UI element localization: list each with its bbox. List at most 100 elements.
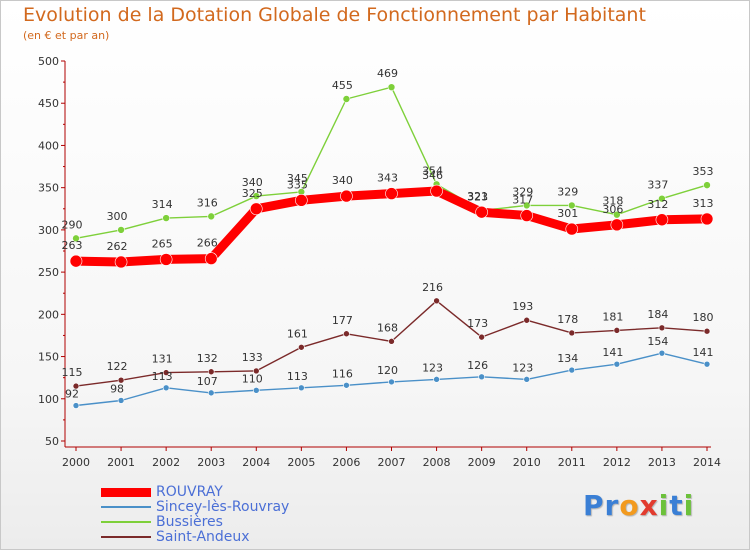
data-point-saint-andeux <box>72 382 80 390</box>
data-point-bussi-res <box>703 181 711 189</box>
data-label-rouvray: 343 <box>377 172 398 185</box>
data-point-rouvray <box>475 205 488 219</box>
data-point-saint-andeux <box>388 338 395 345</box>
data-label-bussi-res: 337 <box>647 179 668 192</box>
data-label-bussi-res: 314 <box>152 198 173 211</box>
x-tick-label: 2003 <box>197 456 225 469</box>
data-point-saint-andeux <box>433 297 440 305</box>
data-label-sincey-l-s-rouvray: 107 <box>197 375 218 388</box>
data-point-bussi-res <box>252 192 261 200</box>
data-point-sincey-l-s-rouvray <box>568 366 576 374</box>
data-label-rouvray: 312 <box>647 198 668 211</box>
data-label-bussi-res: 323 <box>467 190 488 203</box>
y-tick-label: 250 <box>38 266 59 279</box>
data-point-saint-andeux <box>298 343 305 351</box>
logo-letter: i <box>658 489 670 522</box>
data-label-saint-andeux: 132 <box>197 352 218 365</box>
data-point-bussi-res <box>522 201 531 210</box>
data-label-rouvray: 321 <box>467 190 488 203</box>
data-point-sincey-l-s-rouvray <box>207 389 215 397</box>
data-point-saint-andeux <box>613 327 621 334</box>
chart-title: Evolution de la Dotation Globale de Fonc… <box>23 4 646 26</box>
legend-label-saint-andeux: Saint-Andeux <box>156 529 250 545</box>
data-point-rouvray <box>204 252 218 265</box>
data-label-bussi-res: 455 <box>332 79 353 92</box>
data-point-saint-andeux <box>478 333 485 341</box>
y-tick-label: 150 <box>38 351 59 364</box>
data-label-rouvray: 301 <box>557 207 578 220</box>
data-point-sincey-l-s-rouvray <box>613 360 621 368</box>
data-label-saint-andeux: 131 <box>152 353 173 366</box>
logo-letter: t <box>669 489 684 522</box>
logo-letter: r <box>604 489 620 522</box>
data-label-sincey-l-s-rouvray: 154 <box>647 335 668 348</box>
data-point-sincey-l-s-rouvray <box>162 384 170 392</box>
data-label-bussi-res: 345 <box>287 172 308 185</box>
legend-label-rouvray: ROUVRAY <box>156 484 223 500</box>
logo-letter: P <box>583 489 605 522</box>
y-tick-label: 500 <box>38 55 59 68</box>
data-label-sincey-l-s-rouvray: 92 <box>65 388 79 401</box>
data-label-saint-andeux: 115 <box>62 366 83 379</box>
y-tick-label: 400 <box>38 139 59 152</box>
data-label-bussi-res: 329 <box>557 185 578 198</box>
legend-swatch-rouvray <box>101 487 151 497</box>
data-label-sincey-l-s-rouvray: 110 <box>242 372 263 385</box>
data-label-saint-andeux: 173 <box>467 317 488 330</box>
data-point-saint-andeux <box>207 368 215 376</box>
data-label-saint-andeux: 180 <box>693 311 714 324</box>
data-label-sincey-l-s-rouvray: 123 <box>422 361 443 374</box>
x-tick-label: 2007 <box>378 456 406 469</box>
x-tick-label: 2004 <box>242 456 270 469</box>
data-label-saint-andeux: 178 <box>557 313 578 326</box>
data-point-sincey-l-s-rouvray <box>298 384 305 392</box>
data-label-saint-andeux: 193 <box>512 300 533 313</box>
data-point-rouvray <box>69 254 83 268</box>
data-point-sincey-l-s-rouvray <box>72 402 80 409</box>
data-point-saint-andeux <box>252 367 260 375</box>
x-tick-label: 2001 <box>107 456 135 469</box>
data-point-bussi-res <box>72 234 80 243</box>
logo-letter: i <box>683 489 695 522</box>
data-label-bussi-res: 340 <box>242 176 263 189</box>
data-point-sincey-l-s-rouvray <box>478 373 485 381</box>
data-point-rouvray <box>655 213 669 227</box>
data-point-saint-andeux <box>703 327 711 335</box>
data-label-sincey-l-s-rouvray: 113 <box>152 370 173 383</box>
data-point-saint-andeux <box>343 330 350 338</box>
data-point-bussi-res <box>207 212 216 221</box>
x-tick-label: 2012 <box>603 456 631 469</box>
data-label-rouvray: 263 <box>62 239 83 252</box>
data-point-saint-andeux <box>568 329 576 337</box>
data-label-bussi-res: 469 <box>377 67 398 80</box>
legend-swatch-sincey-l-s-rouvray <box>101 506 151 508</box>
data-label-sincey-l-s-rouvray: 113 <box>287 370 308 383</box>
data-label-sincey-l-s-rouvray: 126 <box>467 359 488 372</box>
x-tick-label: 2008 <box>423 456 451 469</box>
legend-label-sincey-l-s-rouvray: Sincey-lès-Rouvray <box>156 499 290 515</box>
data-point-sincey-l-s-rouvray <box>117 397 125 404</box>
data-point-sincey-l-s-rouvray <box>523 376 531 383</box>
data-label-saint-andeux: 216 <box>422 281 443 294</box>
proxiti-logo: Proxiti <box>583 489 694 522</box>
data-label-rouvray: 262 <box>107 240 128 253</box>
data-point-rouvray <box>430 184 443 198</box>
x-tick-label: 2006 <box>332 456 360 469</box>
data-label-rouvray: 266 <box>197 237 218 250</box>
data-point-rouvray <box>295 194 308 207</box>
data-label-rouvray: 306 <box>602 203 623 216</box>
data-label-sincey-l-s-rouvray: 123 <box>512 361 533 374</box>
data-label-saint-andeux: 161 <box>287 327 308 340</box>
y-tick-label: 50 <box>45 435 59 448</box>
data-point-saint-andeux <box>162 369 170 376</box>
data-label-sincey-l-s-rouvray: 134 <box>557 352 578 365</box>
data-label-sincey-l-s-rouvray: 116 <box>332 367 353 380</box>
data-label-sincey-l-s-rouvray: 120 <box>377 364 398 377</box>
data-point-saint-andeux <box>658 324 666 332</box>
data-point-bussi-res <box>387 83 396 91</box>
logo-letter: o <box>619 489 640 522</box>
data-label-saint-andeux: 177 <box>332 314 353 327</box>
data-label-saint-andeux: 168 <box>377 321 398 334</box>
